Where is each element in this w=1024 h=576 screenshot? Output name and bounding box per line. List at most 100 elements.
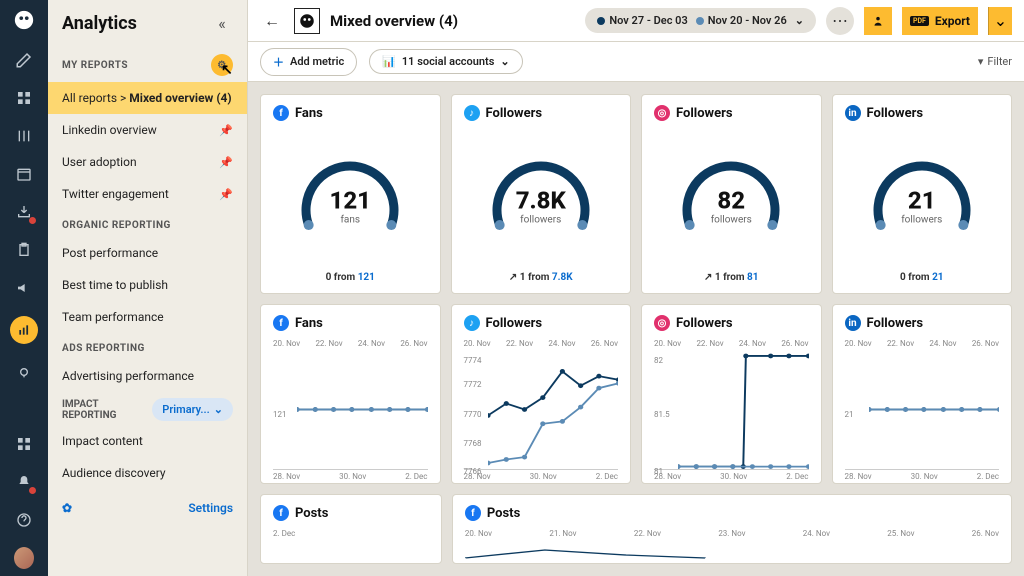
gauge-unit: fans xyxy=(329,214,371,225)
posts-card-narrow[interactable]: f Posts 2. Dec xyxy=(260,494,442,564)
facebook-icon: f xyxy=(273,505,289,521)
card-title: Posts xyxy=(487,506,520,521)
sidebar-item-post-perf[interactable]: Post performance xyxy=(48,237,247,269)
gauge-delta: ↗ 1 from 7.8K xyxy=(464,268,619,283)
hint-icon[interactable] xyxy=(14,362,34,382)
x-axis-bottom: 28. Nov30. Nov2. Dec xyxy=(654,470,809,483)
collapse-sidebar-button[interactable]: « xyxy=(211,12,233,34)
announce-icon[interactable] xyxy=(14,278,34,298)
sidebar-item-twitter[interactable]: Twitter engagement📌 xyxy=(48,178,247,210)
chevron-down-icon: ⌄ xyxy=(214,403,223,416)
sidebar-item-team-perf[interactable]: Team performance xyxy=(48,301,247,333)
share-user-button[interactable] xyxy=(864,7,892,35)
x-axis-top: 20. Nov22. Nov24. Nov26. Nov xyxy=(273,337,428,350)
grid-area[interactable]: fFans 121fans 0 from 121 ♪Followers 7.8K… xyxy=(248,82,1024,576)
dashboard-icon[interactable] xyxy=(14,88,34,108)
sidebar-item-settings[interactable]: ✿ Settings xyxy=(48,489,247,524)
gauge-delta: 0 from 121 xyxy=(273,268,428,283)
calendar-icon[interactable] xyxy=(14,164,34,184)
instagram-icon: ◎ xyxy=(654,105,670,121)
gauge-card-linkedin[interactable]: inFollowers 21followers 0 from 21 xyxy=(832,94,1013,294)
instagram-icon: ◎ xyxy=(654,315,670,331)
sidebar-title: Analytics xyxy=(62,13,137,34)
chart-body: 121 xyxy=(273,350,428,470)
posts-card-wide[interactable]: fPosts 20. Nov21. Nov22. Nov23. Nov24. N… xyxy=(452,494,1012,564)
gauge-value: 21 xyxy=(901,186,942,214)
app-logo-icon[interactable] xyxy=(12,8,36,32)
topbar: ← Mixed overview (4) Nov 27 - Dec 03 Nov… xyxy=(248,0,1024,42)
section-ads: ADS REPORTING xyxy=(48,333,247,360)
sidebar-item-user-adoption[interactable]: User adoption📌 xyxy=(48,146,247,178)
gauge-card-instagram[interactable]: ◎Followers 82followers ↗ 1 from 81 xyxy=(641,94,822,294)
sidebar: Analytics « MY REPORTS ⚙↖ All reports > … xyxy=(48,0,248,576)
accounts-dropdown[interactable]: 📊11 social accounts⌄ xyxy=(369,49,522,74)
pin-icon[interactable]: 📌 xyxy=(219,156,233,169)
chevron-down-icon: ⌄ xyxy=(500,55,509,68)
export-button[interactable]: PDFExport xyxy=(902,7,978,35)
x-axis-bottom: 28. Nov30. Nov2. Dec xyxy=(845,470,1000,483)
card-title: Followers xyxy=(867,316,924,331)
gauge-card-facebook[interactable]: fFans 121fans 0 from 121 xyxy=(260,94,441,294)
gauge-value: 82 xyxy=(711,186,752,214)
linkedin-icon: in xyxy=(845,315,861,331)
chart-body: 8281.581 xyxy=(654,350,809,470)
line-card-instagram[interactable]: ◎Followers 20. Nov22. Nov24. Nov26. Nov … xyxy=(641,304,822,484)
help-icon[interactable] xyxy=(14,510,34,530)
filter-button[interactable]: ▾Filter xyxy=(978,55,1012,68)
page-title: Mixed overview (4) xyxy=(330,12,575,30)
twitter-icon: ♪ xyxy=(464,105,480,121)
inbox-icon[interactable] xyxy=(14,202,34,222)
date-range-picker[interactable]: Nov 27 - Dec 03 Nov 20 - Nov 26 ⌄ xyxy=(585,8,816,33)
apps-icon[interactable] xyxy=(14,434,34,454)
add-metric-button[interactable]: ＋Add metric xyxy=(260,48,357,76)
gear-icon[interactable]: ⚙↖ xyxy=(211,54,233,76)
gauge-value: 121 xyxy=(329,186,371,214)
export-dropdown-button[interactable]: ⌄ xyxy=(988,7,1012,35)
x-axis: 2. Dec xyxy=(273,527,429,540)
x-axis-top: 20. Nov22. Nov24. Nov26. Nov xyxy=(654,337,809,350)
avatar[interactable] xyxy=(14,548,34,568)
line-card-linkedin[interactable]: in Followers 20. Nov22. Nov24. Nov26. Nov… xyxy=(832,304,1013,484)
card-title: Fans xyxy=(295,106,323,121)
sidebar-item-audience[interactable]: Audience discovery xyxy=(48,457,247,489)
line-card-facebook[interactable]: fFans 20. Nov22. Nov24. Nov26. Nov 121 2… xyxy=(260,304,441,484)
impact-primary-dropdown[interactable]: Primary... ⌄ xyxy=(152,398,233,421)
card-title: Followers xyxy=(867,106,924,121)
sidebar-item-impact-content[interactable]: Impact content xyxy=(48,425,247,457)
main: ← Mixed overview (4) Nov 27 - Dec 03 Nov… xyxy=(248,0,1024,576)
pin-icon[interactable]: 📌 xyxy=(219,188,233,201)
more-menu-button[interactable]: ⋯ xyxy=(826,7,854,35)
gauge-card-twitter[interactable]: ♪Followers 7.8Kfollowers ↗ 1 from 7.8K xyxy=(451,94,632,294)
clipboard-icon[interactable] xyxy=(14,240,34,260)
compose-icon[interactable] xyxy=(14,50,34,70)
sidebar-item-linkedin[interactable]: Linkedin overview📌 xyxy=(48,114,247,146)
streams-icon[interactable] xyxy=(14,126,34,146)
bell-icon[interactable] xyxy=(14,472,34,492)
filter-icon: ▾ xyxy=(978,55,984,68)
sidebar-item-best-time[interactable]: Best time to publish xyxy=(48,269,247,301)
x-axis-bottom: 28. Nov30. Nov2. Dec xyxy=(273,470,428,483)
section-my-reports: MY REPORTS ⚙↖ xyxy=(48,44,247,82)
gauge-unit: followers xyxy=(516,214,566,225)
x-axis-top: 20. Nov22. Nov24. Nov26. Nov xyxy=(464,337,619,350)
back-button[interactable]: ← xyxy=(260,9,284,33)
chart-body: 77747772777077687766 xyxy=(464,350,619,470)
x-axis-top: 20. Nov22. Nov24. Nov26. Nov xyxy=(845,337,1000,350)
gauge-value: 7.8K xyxy=(516,186,566,214)
series2-dot xyxy=(696,17,704,25)
chevron-down-icon: ⌄ xyxy=(795,14,804,27)
section-organic: ORGANIC REPORTING xyxy=(48,210,247,237)
gauge-unit: followers xyxy=(711,214,752,225)
card-title: Posts xyxy=(295,506,328,521)
card-title: Followers xyxy=(486,316,543,331)
sidebar-item-ads-perf[interactable]: Advertising performance xyxy=(48,360,247,392)
analytics-icon[interactable] xyxy=(10,316,38,344)
twitter-icon: ♪ xyxy=(464,315,480,331)
card-title: Fans xyxy=(295,316,323,331)
section-impact: IMPACT REPORTING Primary... ⌄ xyxy=(48,392,247,425)
line-card-twitter[interactable]: ♪Followers 20. Nov22. Nov24. Nov26. Nov … xyxy=(451,304,632,484)
toolbar: ＋Add metric 📊11 social accounts⌄ ▾Filter xyxy=(248,42,1024,82)
pin-icon[interactable]: 📌 xyxy=(219,124,233,137)
card-title: Followers xyxy=(676,106,733,121)
sidebar-item-mixed-overview[interactable]: All reports > Mixed overview (4) xyxy=(48,82,247,114)
